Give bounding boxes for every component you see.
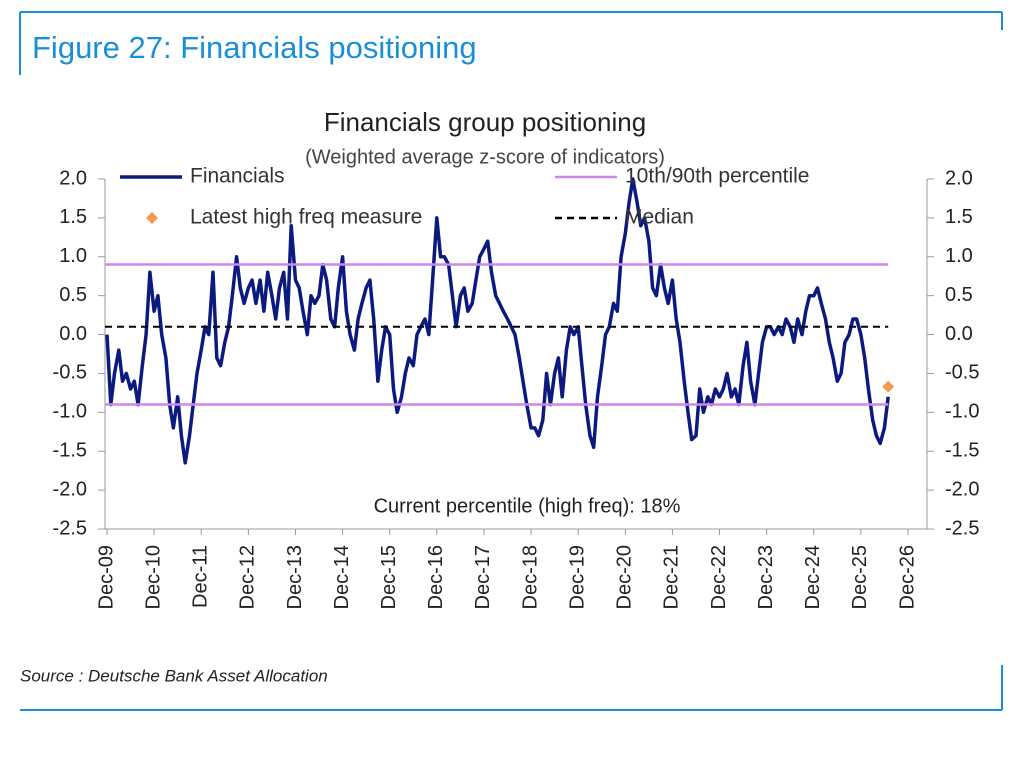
x-tick-label: Dec-17 [472, 545, 494, 609]
x-tick-label: Dec-25 [849, 545, 871, 609]
y2-tick-label: 1.5 [945, 206, 973, 228]
x-tick-label: Dec-24 [802, 545, 824, 609]
chart-subtitle: (Weighted average z-score of indicators) [305, 146, 665, 168]
x-tick-label: Dec-23 [755, 545, 777, 609]
y2-tick-label: -2.5 [945, 517, 979, 539]
y-tick-label: -1.5 [53, 440, 87, 462]
source: Source : Deutsche Bank Asset Allocation [20, 666, 328, 685]
x-tick-label: Dec-20 [614, 545, 636, 609]
x-tick-label: Dec-15 [378, 545, 400, 609]
annotation: Current percentile (high freq): 18% [374, 495, 681, 517]
legend-swatch [146, 212, 158, 224]
series-line [105, 177, 890, 465]
y-tick-label: 0.0 [59, 323, 87, 345]
y-tick-label: -0.5 [53, 362, 87, 384]
y2-tick-label: -0.5 [945, 362, 979, 384]
x-tick-label: Dec-12 [237, 545, 259, 609]
y-tick-label: 0.5 [59, 284, 87, 306]
x-tick-label: Dec-18 [519, 545, 541, 609]
x-tick-label: Dec-13 [284, 545, 306, 609]
y2-tick-label: 1.0 [945, 245, 973, 267]
y2-tick-label: -1.5 [945, 440, 979, 462]
x-tick-label: Dec-11 [190, 545, 212, 608]
y-tick-label: 1.0 [59, 245, 87, 267]
y2-tick-label: 0.5 [945, 284, 973, 306]
x-tick-label: Dec-09 [95, 545, 117, 609]
y-tick-label: -1.0 [53, 401, 87, 423]
y-tick-label: -2.0 [53, 478, 87, 500]
legend-label: Financials [190, 165, 285, 188]
y2-tick-label: 0.0 [945, 323, 973, 345]
point-marker [882, 380, 895, 393]
figure-title: Figure 27: Financials positioning [32, 30, 477, 65]
legend-label: Latest high freq measure [190, 206, 422, 229]
x-tick-label: Dec-19 [566, 545, 588, 609]
chart-title: Financials group positioning [324, 107, 646, 137]
x-tick-label: Dec-26 [896, 545, 918, 609]
legend-label: Median [625, 206, 694, 229]
x-tick-label: Dec-14 [331, 545, 353, 609]
y2-tick-label: -2.0 [945, 478, 979, 500]
y2-tick-label: 2.0 [945, 167, 973, 189]
y-tick-label: 2.0 [59, 167, 87, 189]
x-tick-label: Dec-21 [661, 545, 683, 609]
y-tick-label: -2.5 [53, 517, 87, 539]
x-tick-label: Dec-22 [708, 545, 730, 609]
y2-tick-label: -1.0 [945, 401, 979, 423]
x-tick-label: Dec-16 [425, 545, 447, 609]
x-tick-label: Dec-10 [142, 545, 164, 609]
y-tick-label: 1.5 [59, 206, 87, 228]
legend-label: 10th/90th percentile [625, 165, 809, 188]
